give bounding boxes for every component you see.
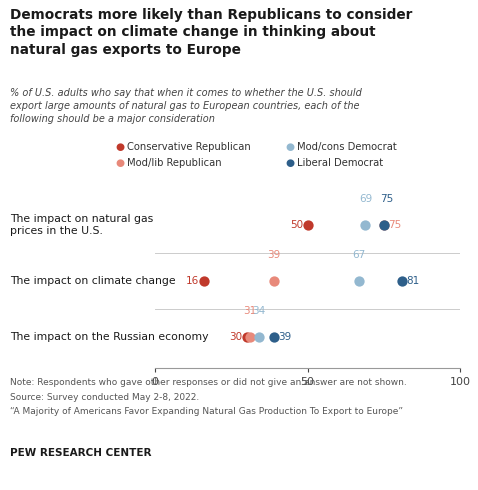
Text: ●: ● — [115, 158, 124, 168]
Point — [380, 221, 388, 229]
Point — [243, 333, 250, 341]
Text: 16: 16 — [186, 276, 199, 286]
Text: ●: ● — [285, 158, 294, 168]
Point — [246, 333, 253, 341]
Text: Democrats more likely than Republicans to consider
the impact on climate change : Democrats more likely than Republicans t… — [10, 8, 413, 57]
Text: 75: 75 — [380, 194, 393, 204]
Text: 39: 39 — [279, 332, 292, 342]
Text: The impact on natural gas
prices in the U.S.: The impact on natural gas prices in the … — [10, 214, 153, 236]
Point — [255, 333, 262, 341]
Text: The impact on the Russian economy: The impact on the Russian economy — [10, 332, 208, 342]
Text: ●: ● — [115, 142, 124, 152]
Text: Mod/cons Democrat: Mod/cons Democrat — [297, 142, 397, 152]
Point — [304, 221, 311, 229]
Text: PEW RESEARCH CENTER: PEW RESEARCH CENTER — [10, 448, 152, 458]
Text: Conservative Republican: Conservative Republican — [127, 142, 251, 152]
Text: % of U.S. adults who say that when it comes to whether the U.S. should
export la: % of U.S. adults who say that when it co… — [10, 88, 362, 123]
Text: 81: 81 — [407, 276, 420, 286]
Text: ●: ● — [285, 142, 294, 152]
Text: 39: 39 — [267, 250, 281, 260]
Text: “A Majority of Americans Favor Expanding Natural Gas Production To Export to Eur: “A Majority of Americans Favor Expanding… — [10, 407, 403, 416]
Text: Source: Survey conducted May 2-8, 2022.: Source: Survey conducted May 2-8, 2022. — [10, 392, 199, 402]
Point — [200, 277, 207, 285]
Text: 69: 69 — [359, 194, 372, 204]
Point — [380, 221, 388, 229]
Text: 34: 34 — [252, 306, 265, 316]
Point — [398, 277, 406, 285]
Text: The impact on climate change: The impact on climate change — [10, 276, 175, 286]
Point — [356, 277, 363, 285]
Point — [270, 277, 278, 285]
Text: 75: 75 — [388, 220, 402, 230]
Text: 30: 30 — [229, 332, 242, 342]
Text: Liberal Democrat: Liberal Democrat — [297, 158, 383, 168]
Point — [362, 221, 369, 229]
Text: Mod/lib Republican: Mod/lib Republican — [127, 158, 222, 168]
Text: 50: 50 — [290, 220, 303, 230]
Text: 67: 67 — [353, 250, 366, 260]
Text: Note: Respondents who gave other responses or did not give an answer are not sho: Note: Respondents who gave other respons… — [10, 378, 407, 387]
Text: 31: 31 — [243, 306, 256, 316]
Point — [270, 333, 278, 341]
